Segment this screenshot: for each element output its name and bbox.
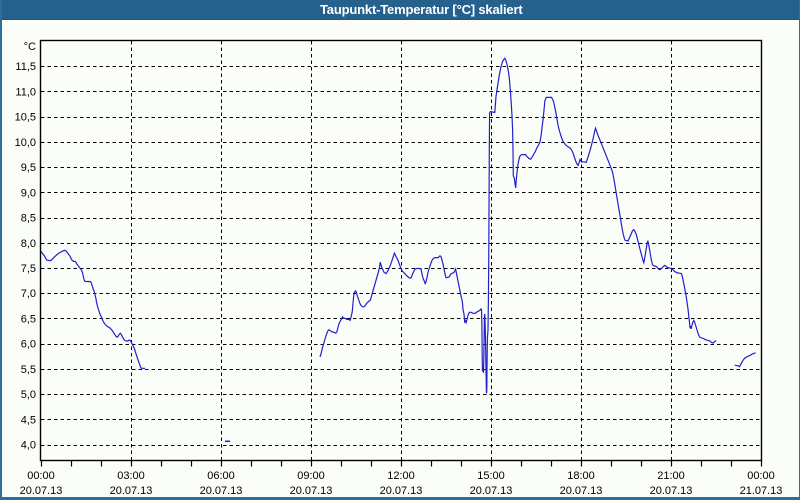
- svg-text:20.07.13: 20.07.13: [110, 485, 153, 497]
- svg-text:11,5: 11,5: [15, 61, 36, 73]
- svg-text:03:00: 03:00: [117, 470, 145, 482]
- svg-text:15:00: 15:00: [477, 470, 505, 482]
- svg-text:°C: °C: [24, 41, 36, 53]
- svg-text:5,0: 5,0: [21, 389, 36, 401]
- svg-text:00:00: 00:00: [27, 470, 55, 482]
- svg-text:18:00: 18:00: [567, 470, 595, 482]
- svg-text:21.07.13: 21.07.13: [740, 485, 783, 497]
- svg-text:4,5: 4,5: [21, 414, 36, 426]
- svg-text:8,5: 8,5: [21, 213, 36, 225]
- svg-text:09:00: 09:00: [297, 470, 325, 482]
- svg-text:4,0: 4,0: [21, 440, 36, 452]
- svg-text:10,5: 10,5: [15, 112, 36, 124]
- svg-text:8,0: 8,0: [21, 238, 36, 250]
- svg-text:06:00: 06:00: [207, 470, 235, 482]
- svg-text:12:00: 12:00: [387, 470, 415, 482]
- svg-text:9,5: 9,5: [21, 162, 36, 174]
- svg-text:20.07.13: 20.07.13: [200, 485, 243, 497]
- svg-text:00:00: 00:00: [747, 470, 775, 482]
- svg-text:9,0: 9,0: [21, 187, 36, 199]
- svg-text:20.07.13: 20.07.13: [650, 485, 693, 497]
- svg-text:7,5: 7,5: [21, 263, 36, 275]
- svg-text:10,0: 10,0: [15, 137, 36, 149]
- svg-text:20.07.13: 20.07.13: [380, 485, 423, 497]
- svg-text:6,0: 6,0: [21, 339, 36, 351]
- svg-text:20.07.13: 20.07.13: [290, 485, 333, 497]
- svg-text:21:00: 21:00: [657, 470, 685, 482]
- svg-text:6,5: 6,5: [21, 314, 36, 326]
- svg-text:20.07.13: 20.07.13: [560, 485, 603, 497]
- svg-text:20.07.13: 20.07.13: [470, 485, 513, 497]
- svg-text:5,5: 5,5: [21, 364, 36, 376]
- svg-text:20.07.13: 20.07.13: [20, 485, 63, 497]
- svg-text:11,0: 11,0: [15, 86, 36, 98]
- svg-text:7,0: 7,0: [21, 288, 36, 300]
